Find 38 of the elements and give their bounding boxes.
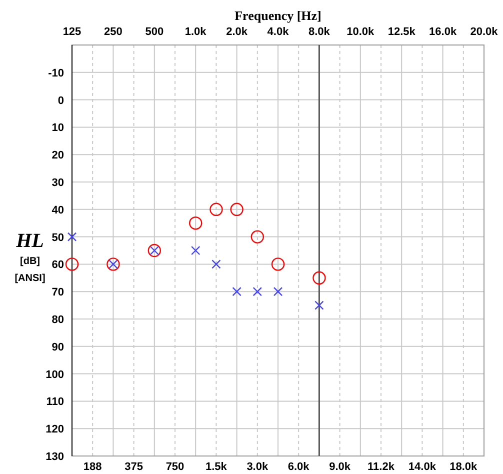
y-tick-label: 50 xyxy=(52,232,64,244)
x-tick-label: 18.0k xyxy=(450,461,478,473)
y-tick-label: 100 xyxy=(46,368,64,381)
y-tick-label: 40 xyxy=(52,204,64,216)
x-tick-label: 375 xyxy=(124,461,143,473)
y-tick-label: 30 xyxy=(52,177,64,189)
x-tick-label: 20.0k xyxy=(470,26,499,38)
x-tick-label: 16.0k xyxy=(429,26,458,38)
x-tick-label: 188 xyxy=(83,461,102,473)
x-tick-label: 125 xyxy=(62,26,82,38)
x-tick-label: 1.5k xyxy=(205,461,228,473)
x-tick-label: 250 xyxy=(104,26,122,38)
y-tick-label: 120 xyxy=(46,424,64,436)
x-tick-label: 1.0k xyxy=(184,26,208,38)
x-tick-label: 14.0k xyxy=(408,461,437,473)
y-tick-label: 110 xyxy=(46,396,64,408)
y-tick-label: 130 xyxy=(46,451,64,463)
y-tick-label: -10 xyxy=(48,67,64,80)
y-tick-label: 80 xyxy=(52,314,64,326)
x-tick-label: 4.0k xyxy=(267,26,290,38)
y-tick-label: 70 xyxy=(52,286,64,299)
x-tick-label: 500 xyxy=(145,26,164,38)
x-tick-label: 6.0k xyxy=(288,461,310,473)
y-tick-label: 60 xyxy=(52,259,64,272)
x-tick-label: 3.0k xyxy=(246,461,269,473)
x2-axis-title: Frequency [Hz] xyxy=(234,8,322,23)
x-tick-label: 2.0k xyxy=(226,26,248,38)
y-tick-label: 10 xyxy=(52,122,64,134)
x-tick-label: 9.0k xyxy=(329,461,352,473)
y-tick-label: 0 xyxy=(58,94,64,107)
x-tick-label: 12.5k xyxy=(388,26,416,38)
y-tick-label: 20 xyxy=(52,150,64,162)
x-tick-label: 8.0k xyxy=(308,26,331,38)
x-tick-label: 750 xyxy=(166,461,184,473)
y-axis-title: HL [dB] [ANSI] xyxy=(14,230,46,284)
y-tick-label: 90 xyxy=(52,341,64,354)
x-tick-label: 11.2k xyxy=(368,461,396,473)
x-tick-label: 10.0k xyxy=(346,26,376,38)
